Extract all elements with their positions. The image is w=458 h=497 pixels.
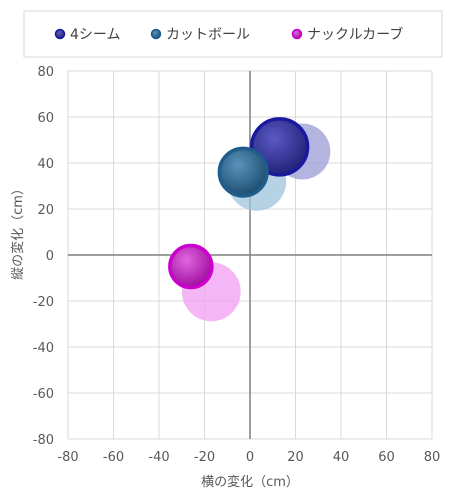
x-tick-label: -20 [194, 450, 215, 465]
y-tick-label: -60 [33, 387, 54, 402]
x-tick-label: -80 [57, 450, 78, 465]
legend-label: 4シーム [70, 27, 121, 43]
legend-label: カットボール [166, 27, 250, 43]
y-tick-label: 80 [37, 65, 54, 80]
bubble-point [217, 146, 269, 198]
x-tick-label: 0 [246, 450, 254, 465]
y-axis-title: 縦の変化（cm） [10, 182, 26, 280]
legend-marker [291, 28, 303, 40]
y-tick-label: 0 [46, 249, 54, 264]
y-tick-label: -20 [33, 295, 54, 310]
x-tick-label: 40 [333, 450, 350, 465]
y-tick-label: -80 [33, 433, 54, 448]
legend-label: ナックルカーブ [307, 26, 403, 43]
y-tick-label: 60 [37, 111, 54, 126]
x-tick-label: -60 [103, 450, 124, 465]
y-tick-label: -40 [33, 341, 54, 356]
legend-box [23, 10, 443, 58]
x-tick-label: -40 [148, 450, 169, 465]
x-tick-label: 80 [424, 450, 441, 465]
x-axis-title: 横の変化（cm） [201, 474, 299, 490]
x-tick-label: 20 [287, 450, 304, 465]
bubble-point [168, 243, 214, 290]
legend: 4シーム カットボール ナックルカーブ [54, 26, 403, 43]
y-tick-label: 20 [37, 203, 54, 218]
axes [68, 71, 432, 439]
y-tick-label: 40 [37, 157, 54, 172]
x-tick-label: 60 [378, 450, 395, 465]
bubbles [168, 117, 331, 322]
legend-marker [150, 28, 162, 40]
tick-labels: -80 -60 -40 -20 0 20 40 60 80 -80 -60 -40 -20 0 20 40 60… [33, 65, 441, 465]
legend-marker [54, 28, 66, 40]
